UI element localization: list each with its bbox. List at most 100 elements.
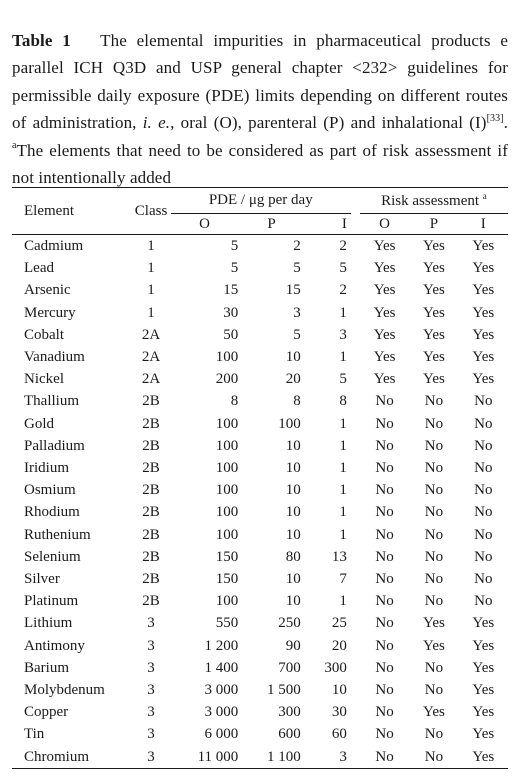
cell-pde-o: 3 000: [204, 704, 239, 721]
table-row: Iridium 2B 100 10 1 No No No: [12, 457, 508, 479]
subheader-risk-p: P: [409, 213, 459, 235]
cell-risk-o: No: [375, 637, 394, 654]
cell-pde-o: 200: [215, 371, 239, 388]
cell-pde-o: 550: [215, 615, 239, 632]
cell-risk-i: Yes: [472, 304, 495, 321]
cell-pde-i: 1: [339, 526, 347, 543]
table-row: Molybdenum 3 3 000 1 500 10 No No Yes: [12, 679, 508, 701]
cell-element: Ruthenium: [24, 526, 91, 543]
cell-risk-p: No: [424, 415, 444, 432]
cell-class: 2B: [142, 504, 160, 521]
cell-pde-p: 3: [293, 304, 301, 321]
cell-class: 2A: [141, 371, 161, 388]
cell-pde-i: 3: [339, 748, 347, 765]
cell-risk-o: No: [375, 526, 394, 543]
cell-class: 3: [147, 726, 155, 743]
cell-risk-p: No: [424, 682, 444, 699]
cell-element: Osmium: [24, 482, 76, 499]
cell-risk-o: Yes: [373, 238, 396, 254]
cell-pde-o: 8: [230, 393, 239, 410]
cell-element: Barium: [24, 659, 69, 676]
impurities-table: Element Class PDE / μg per day Risk asse…: [12, 187, 508, 769]
cell-element: Palladium: [24, 437, 85, 454]
cell-element: Platinum: [24, 593, 79, 610]
cell-risk-p: No: [424, 571, 444, 588]
cell-risk-o: No: [375, 726, 394, 743]
cell-risk-i: Yes: [472, 238, 495, 254]
cell-pde-p: 10: [285, 349, 301, 366]
table-row: Selenium 2B 150 80 13 No No No: [12, 546, 508, 568]
cell-risk-p: No: [424, 748, 444, 765]
cell-risk-p: Yes: [423, 637, 445, 654]
cell-pde-p: 250: [278, 615, 301, 632]
cell-element: Mercury: [24, 304, 76, 321]
cell-pde-o: 100: [215, 526, 239, 543]
cell-risk-o: No: [375, 548, 394, 565]
cell-pde-p: 1 500: [267, 682, 301, 699]
cell-risk-i: No: [474, 437, 493, 454]
table-row: Antimony 3 1 200 90 20 No Yes Yes: [12, 635, 508, 657]
cell-class: 3: [147, 637, 155, 654]
cell-class: 2B: [142, 548, 160, 565]
cell-risk-i: No: [474, 460, 493, 477]
cell-pde-p: 1 100: [267, 748, 301, 765]
subheader-pde-i: I: [304, 213, 351, 235]
table-row: Tin 3 6 000 600 60 No No Yes: [12, 723, 508, 745]
cell-element: Thallium: [24, 393, 79, 410]
cell-pde-p: 8: [293, 393, 301, 410]
subheader-pde-o: O: [170, 213, 243, 235]
cell-pde-p: 90: [285, 637, 301, 654]
cell-class: 2B: [142, 571, 160, 588]
cell-class: 2A: [141, 349, 161, 366]
cell-risk-p: No: [424, 393, 444, 410]
cell-element: Nickel: [24, 371, 64, 388]
cell-risk-i: Yes: [472, 637, 495, 654]
cell-pde-o: 11 000: [197, 748, 239, 765]
cell-risk-i: Yes: [472, 748, 495, 765]
cell-risk-o: Yes: [373, 371, 396, 388]
cell-pde-o: 3 000: [204, 682, 239, 699]
cell-risk-o: No: [375, 704, 394, 721]
cell-risk-i: No: [474, 526, 493, 543]
table-row: Arsenic 1 15 15 2 Yes Yes Yes: [12, 279, 508, 301]
cell-pde-i: 1: [339, 460, 347, 477]
subheader-pde-p: P: [242, 213, 305, 235]
cell-pde-i: 7: [339, 571, 347, 588]
cell-class: 3: [147, 659, 155, 676]
cell-pde-i: 8: [339, 393, 347, 410]
subheader-risk-i: I: [458, 213, 508, 235]
table-row: Cadmium 1 5 2 2 Yes Yes Yes: [12, 235, 508, 258]
cell-pde-p: 600: [278, 726, 301, 743]
table-row: Gold 2B 100 100 1 No No No: [12, 413, 508, 435]
table-row: Cobalt 2A 50 5 3 Yes Yes Yes: [12, 324, 508, 346]
cell-pde-o: 5: [230, 260, 239, 277]
cell-risk-p: Yes: [423, 326, 445, 343]
table-caption: Table 1 The elemental impurities in phar…: [12, 27, 508, 191]
cell-class: 3: [147, 748, 155, 765]
cell-element: Molybdenum: [24, 682, 105, 699]
cell-risk-o: Yes: [373, 260, 396, 277]
caption-text-2: , oral (O), parenteral (P) and inhalatio…: [170, 113, 487, 133]
cell-element: Rhodium: [24, 504, 80, 521]
cell-class: 3: [147, 615, 155, 632]
cell-risk-p: No: [424, 548, 444, 565]
cell-pde-o: 50: [223, 326, 239, 343]
table-row: Chromium 3 11 000 1 100 3 No No Yes: [12, 746, 508, 769]
cell-class: 2B: [142, 460, 160, 477]
cell-pde-i: 300: [324, 659, 347, 676]
cell-element: Arsenic: [24, 282, 71, 299]
cell-risk-o: Yes: [373, 326, 396, 343]
cell-risk-p: Yes: [423, 260, 445, 277]
cell-pde-p: 700: [278, 659, 301, 676]
cell-risk-p: No: [424, 504, 444, 521]
cell-risk-i: Yes: [472, 615, 495, 632]
cell-element: Silver: [24, 571, 60, 588]
cell-risk-p: No: [424, 659, 444, 676]
cell-pde-p: 5: [293, 260, 301, 277]
cell-pde-o: 1 400: [204, 659, 239, 676]
cell-pde-i: 1: [339, 349, 347, 366]
cell-risk-p: No: [424, 482, 444, 499]
cell-risk-i: No: [474, 504, 493, 521]
cell-risk-o: No: [375, 437, 394, 454]
cell-pde-p: 10: [285, 504, 301, 521]
